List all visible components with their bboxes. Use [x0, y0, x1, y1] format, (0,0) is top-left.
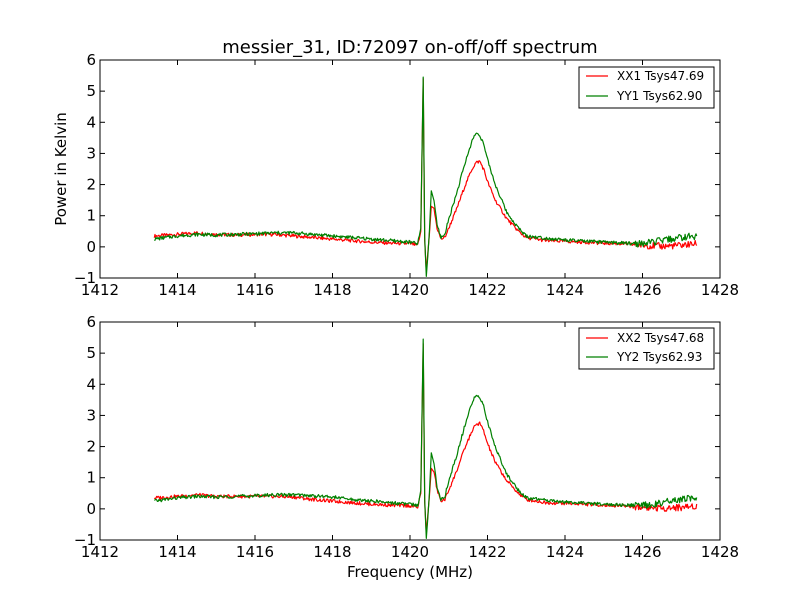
y-tick-label: 2: [86, 176, 96, 194]
series-line-yy1: [154, 76, 698, 277]
top-spectrum-panel: messier_31, ID:72097 on-off/off spectrum…: [52, 37, 739, 299]
top-ticks: 1412 1414 1416 1418 1420 1422 1424 1426 1428−101…: [74, 51, 739, 299]
x-tick-label: 1426: [623, 543, 661, 561]
y-tick-label: 1: [86, 207, 96, 225]
y-tick-label: 6: [86, 313, 96, 331]
y-tick-label: 5: [86, 82, 96, 100]
y-tick-label: 1: [86, 469, 96, 487]
bottom-spectrum-panel: Frequency (MHz) 1412 1414 1416 1418 1420 1422…: [74, 313, 739, 581]
x-tick-label: 1412: [81, 543, 119, 561]
y-tick-label: 4: [86, 375, 96, 393]
x-tick-label: 1424: [546, 281, 584, 299]
x-tick-label: 1416: [236, 543, 274, 561]
top-legend: XX1 Tsys47.69 YY1 Tsys62.90: [578, 66, 715, 109]
y-tick-label: −1: [74, 531, 96, 549]
series-line-yy2: [154, 338, 698, 539]
bottom-series-lines: [153, 338, 698, 539]
bottom-plot-frame: [99, 321, 721, 541]
x-tick-label: 1418: [313, 281, 351, 299]
y-tick-label: −1: [74, 269, 96, 287]
y-tick-label: 0: [86, 238, 96, 256]
x-axis-label: Frequency (MHz): [347, 563, 473, 581]
y-tick-label: 5: [86, 344, 96, 362]
y-tick-label: 3: [86, 406, 96, 424]
top-legend-box: [578, 66, 715, 109]
x-tick-label: 1418: [313, 543, 351, 561]
x-tick-label: 1428: [701, 543, 739, 561]
y-tick-label: 3: [86, 144, 96, 162]
x-tick-label: 1420: [391, 543, 429, 561]
x-tick-label: 1426: [623, 281, 661, 299]
bottom-legend-label-yy2: YY2 Tsys62.93: [616, 350, 702, 364]
bottom-legend-label-xx2: XX2 Tsys47.68: [617, 331, 704, 345]
y-tick-label: 4: [86, 113, 96, 131]
x-tick-label: 1414: [158, 281, 196, 299]
x-tick-label: 1414: [158, 543, 196, 561]
bottom-legend: XX2 Tsys47.68 YY2 Tsys62.93: [578, 327, 715, 370]
y-tick-label: 2: [86, 438, 96, 456]
x-tick-label: 1416: [236, 281, 274, 299]
top-legend-label-xx1: XX1 Tsys47.69: [617, 69, 704, 83]
top-series-lines: [153, 76, 698, 277]
y-tick-label: 6: [86, 51, 96, 69]
x-tick-label: 1422: [468, 543, 506, 561]
top-plot-frame: [99, 59, 721, 279]
x-tick-label: 1422: [468, 281, 506, 299]
x-tick-label: 1412: [81, 281, 119, 299]
top-legend-label-yy1: YY1 Tsys62.90: [616, 89, 702, 103]
x-tick-label: 1420: [391, 281, 429, 299]
bottom-legend-box: [578, 327, 715, 370]
x-tick-label: 1428: [701, 281, 739, 299]
y-axis-label: Power in Kelvin: [52, 112, 70, 226]
y-tick-label: 0: [86, 500, 96, 518]
x-tick-label: 1424: [546, 543, 584, 561]
bottom-ticks: 1412 1414 1416 1418 1420 1422 1424 1426 1428−101…: [74, 313, 739, 561]
chart-title: messier_31, ID:72097 on-off/off spectrum: [222, 37, 597, 58]
